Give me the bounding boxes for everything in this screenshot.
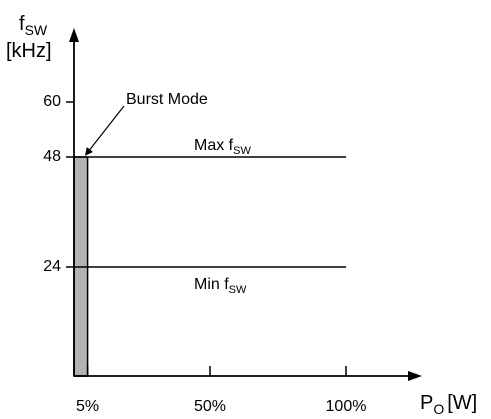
series-label-max-sub: SW <box>233 145 251 157</box>
series-label-min-main: Min f <box>194 276 229 293</box>
y-tick-label-24: 24 <box>43 258 61 275</box>
y-axis-title-unit: [kHz] <box>6 40 52 62</box>
x-tick-label-5: 5% <box>76 398 99 415</box>
y-axis-title-main: f <box>19 13 25 35</box>
x-axis-title-sub: O <box>433 401 444 417</box>
x-tick-label-100: 100% <box>326 398 367 415</box>
series-label-min-sub: SW <box>229 284 247 296</box>
x-axis-title-unit: [W] <box>447 392 477 414</box>
y-axis-title: fSW <box>19 13 48 38</box>
x-axis-title: PO [W] <box>420 392 477 417</box>
annotation-burst-mode-arrow <box>84 105 125 156</box>
series-label-max-main: Max f <box>194 137 234 154</box>
x-tick-label-50: 50% <box>194 398 226 415</box>
series-label-max-fsw: Max fSW <box>194 137 251 157</box>
x-axis-arrow <box>408 371 422 381</box>
x-axis-title-main: P <box>420 392 433 414</box>
y-axis-title-sub: SW <box>25 22 48 38</box>
y-axis-arrow <box>69 28 79 42</box>
annotation-burst-mode: Burst Mode <box>126 91 208 108</box>
y-tick-label-60: 60 <box>43 93 61 110</box>
y-tick-label-48: 48 <box>43 148 61 165</box>
series-label-min-fsw: Min fSW <box>194 276 247 296</box>
